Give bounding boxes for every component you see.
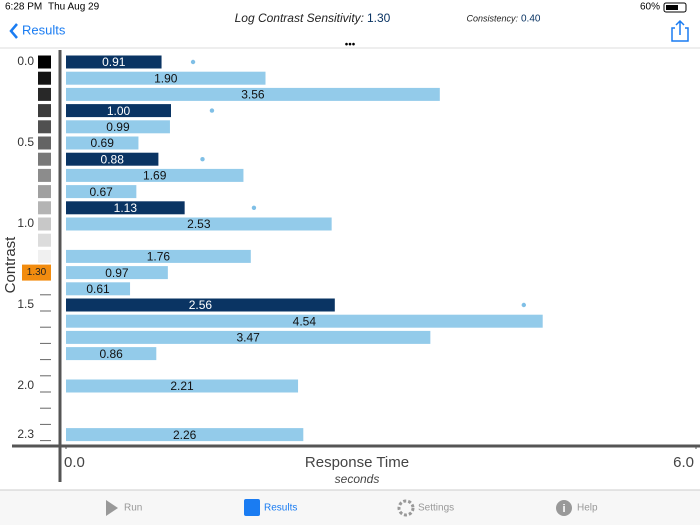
dot: [190, 59, 196, 65]
contrast-swatch: [38, 201, 51, 215]
contrast-swatch: [38, 152, 51, 166]
bar: [66, 249, 251, 263]
contrast-swatch: [38, 55, 51, 69]
bar: [66, 379, 299, 393]
dot: [200, 157, 205, 162]
dot: [251, 205, 257, 210]
consistency-label: Consistency:: [466, 13, 518, 23]
consistency-value: 0.40: [521, 14, 541, 25]
tab-results[interactable]: Results: [264, 503, 297, 514]
bar: [66, 185, 137, 199]
y-tick-label: 0.0: [17, 54, 34, 68]
bar-label: 2.26: [173, 428, 197, 442]
bar: [66, 168, 244, 182]
status-time: 6:28 PM: [5, 2, 42, 13]
bar: [66, 217, 332, 231]
bar: [66, 136, 139, 150]
bar: [66, 87, 440, 101]
help-glyph: i: [562, 503, 565, 515]
x-axis-title: Response Time: [305, 454, 409, 471]
tab-settings[interactable]: Settings: [418, 503, 454, 514]
y-tick-label: 2.3: [17, 427, 34, 441]
status-date: Thu Aug 29: [48, 2, 100, 13]
tab-help[interactable]: Help: [577, 503, 598, 514]
share-button[interactable]: [671, 19, 689, 42]
contrast-swatch: [38, 185, 51, 199]
x-tick-label: 6.0: [673, 454, 694, 471]
bar-label: 1.13: [114, 201, 138, 215]
bar-label: 0.88: [101, 152, 125, 166]
contrast-swatch: [38, 233, 51, 247]
contrast-swatch: [38, 217, 51, 231]
bar-label: 1.69: [143, 169, 167, 183]
bar-label: 1.76: [147, 250, 171, 264]
run-icon[interactable]: [106, 500, 118, 516]
y-axis-title: Contrast: [2, 236, 19, 294]
x-tick-label: 0.0: [64, 454, 85, 471]
title-value: 1.30: [367, 11, 391, 25]
bar: [66, 120, 170, 134]
contrast-swatch: [38, 120, 51, 134]
results-icon[interactable]: [244, 499, 260, 516]
status-battery: 60%: [640, 2, 660, 13]
bar: [66, 298, 335, 312]
bar: [66, 266, 168, 280]
bar-label: 0.97: [105, 266, 129, 280]
bar: [66, 152, 159, 166]
x-axis-subtitle: seconds: [335, 472, 380, 486]
bar-label: 0.86: [99, 347, 123, 361]
bar: [66, 71, 266, 85]
y-tick-label: 1.5: [17, 297, 34, 311]
dot: [209, 108, 215, 113]
chart: Contrast 0.0 0.5 1.0 1.5 2.0 2.3 1.30 0.0 6.0 Resp…: [2, 50, 700, 486]
bar-label: 2.53: [187, 217, 211, 231]
help-icon[interactable]: [556, 500, 572, 516]
bar: [66, 104, 171, 118]
threshold-label: 1.30: [27, 267, 47, 278]
contrast-swatch: [38, 136, 51, 150]
bar: [66, 428, 304, 442]
bar: [66, 330, 431, 344]
bar-label: 0.61: [86, 282, 110, 296]
contrast-swatch: [38, 71, 51, 85]
contrast-swatch: [38, 168, 51, 182]
contrast-swatch: [38, 104, 51, 118]
bar: [66, 314, 543, 328]
bar-label: 3.47: [236, 331, 260, 345]
bar: [66, 201, 185, 215]
bar: [66, 55, 162, 69]
bar-label: 0.67: [89, 185, 113, 199]
y-tick-label: 1.0: [17, 216, 34, 230]
bar-label: 0.69: [91, 136, 115, 150]
bar-label: 0.99: [106, 120, 130, 134]
bar-label: 1.90: [154, 71, 178, 85]
bar-label: 2.21: [170, 379, 194, 393]
contrast-swatch: [38, 249, 51, 263]
bar-label: 3.56: [241, 88, 265, 102]
bar: [66, 282, 131, 296]
bar-label: 1.00: [107, 104, 131, 118]
bar-label: 4.54: [293, 314, 317, 328]
y-tick-label: 2.0: [17, 378, 34, 392]
bar-label: 0.91: [102, 55, 126, 69]
bar-label: 2.56: [189, 298, 213, 312]
threshold-marker: [22, 264, 51, 281]
battery-icon: [663, 2, 687, 13]
dot: [521, 302, 526, 308]
more-dots: •••: [345, 40, 356, 51]
contrast-swatch: [38, 87, 51, 101]
bar: [66, 347, 157, 361]
settings-icon[interactable]: [397, 499, 415, 517]
back-chevron[interactable]: [9, 23, 18, 39]
battery-level: [666, 5, 678, 10]
title: Log Contrast Sensitivity:: [235, 11, 364, 25]
back-button[interactable]: Results: [22, 22, 66, 37]
y-tick-label: 0.5: [17, 135, 34, 149]
tab-run[interactable]: Run: [124, 503, 142, 514]
